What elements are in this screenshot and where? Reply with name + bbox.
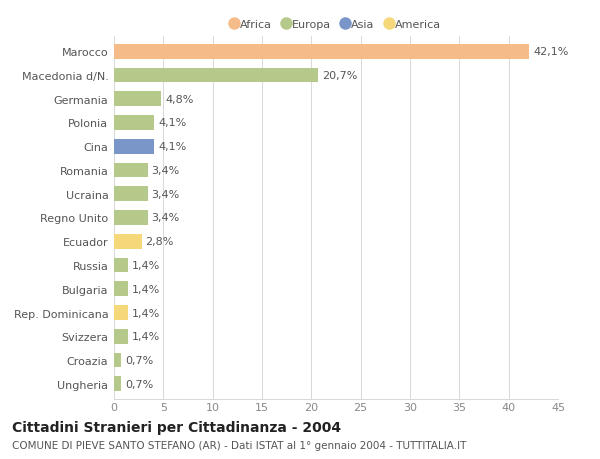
Text: 1,4%: 1,4% [132, 308, 160, 318]
Text: 1,4%: 1,4% [132, 331, 160, 341]
Bar [114, 211, 148, 225]
Bar [114, 187, 148, 202]
Text: 20,7%: 20,7% [322, 71, 358, 81]
Bar [114, 163, 148, 178]
Bar [114, 45, 529, 60]
Text: 0,7%: 0,7% [125, 379, 153, 389]
Text: 3,4%: 3,4% [151, 189, 180, 199]
Bar [114, 306, 128, 320]
Bar [114, 353, 121, 368]
Text: 4,1%: 4,1% [158, 142, 187, 152]
Bar [114, 329, 128, 344]
Text: COMUNE DI PIEVE SANTO STEFANO (AR) - Dati ISTAT al 1° gennaio 2004 - TUTTITALIA.: COMUNE DI PIEVE SANTO STEFANO (AR) - Dat… [12, 440, 466, 450]
Legend: Africa, Europa, Asia, America: Africa, Europa, Asia, America [227, 15, 445, 34]
Bar [114, 92, 161, 107]
Text: 0,7%: 0,7% [125, 355, 153, 365]
Text: 3,4%: 3,4% [151, 213, 180, 223]
Bar [114, 68, 318, 83]
Text: 4,8%: 4,8% [166, 95, 194, 105]
Bar [114, 258, 128, 273]
Bar [114, 116, 154, 130]
Text: 3,4%: 3,4% [151, 166, 180, 176]
Text: Cittadini Stranieri per Cittadinanza - 2004: Cittadini Stranieri per Cittadinanza - 2… [12, 420, 341, 434]
Text: 4,1%: 4,1% [158, 118, 187, 128]
Text: 2,8%: 2,8% [146, 237, 174, 247]
Text: 42,1%: 42,1% [533, 47, 569, 57]
Text: 1,4%: 1,4% [132, 260, 160, 270]
Bar [114, 376, 121, 391]
Bar [114, 282, 128, 297]
Bar [114, 235, 142, 249]
Text: 1,4%: 1,4% [132, 284, 160, 294]
Bar [114, 140, 154, 154]
